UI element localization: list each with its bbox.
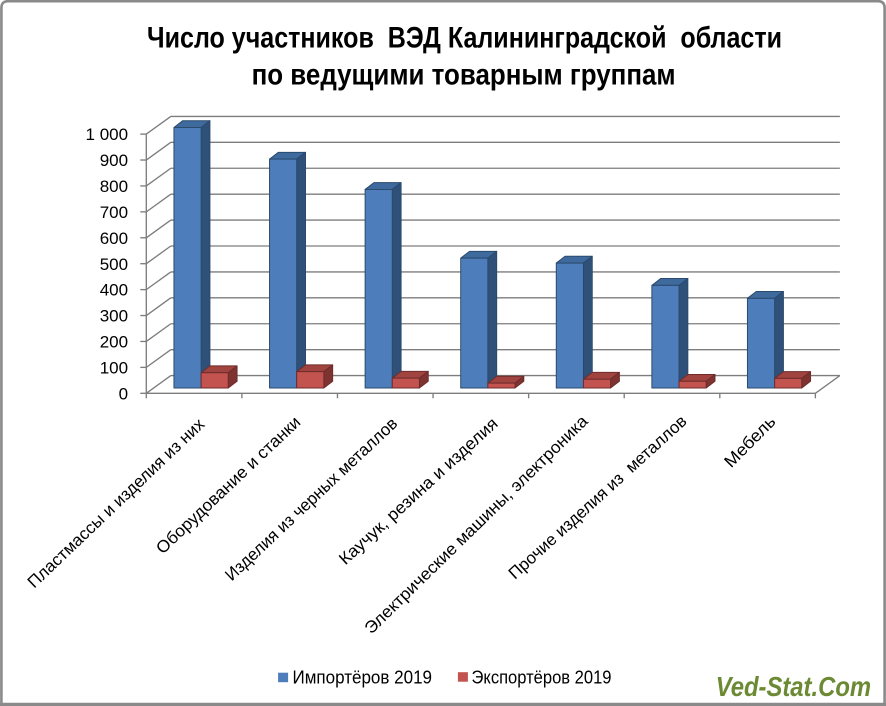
svg-text:200: 200	[100, 333, 128, 352]
svg-text:300: 300	[100, 307, 128, 326]
svg-text:600: 600	[100, 229, 128, 248]
svg-text:700: 700	[100, 203, 128, 222]
svg-text:1 000: 1 000	[86, 125, 129, 144]
svg-text:500: 500	[100, 255, 128, 274]
svg-text:Ved-Stat.Com: Ved-Stat.Com	[716, 671, 871, 702]
svg-text:900: 900	[100, 151, 128, 170]
svg-text:400: 400	[100, 281, 128, 300]
svg-text:800: 800	[100, 177, 128, 196]
svg-text:Импортёров 2019: Импортёров 2019	[293, 668, 433, 688]
svg-text:Экспортёров 2019: Экспортёров 2019	[472, 668, 612, 688]
svg-text:по ведущими товарным группам: по ведущими товарным группам	[252, 59, 676, 92]
svg-text:0: 0	[119, 384, 128, 403]
svg-text:Число участников ВЭД Калининг: Число участников ВЭД Калининградской обл…	[147, 22, 782, 55]
svg-text:100: 100	[100, 358, 128, 377]
